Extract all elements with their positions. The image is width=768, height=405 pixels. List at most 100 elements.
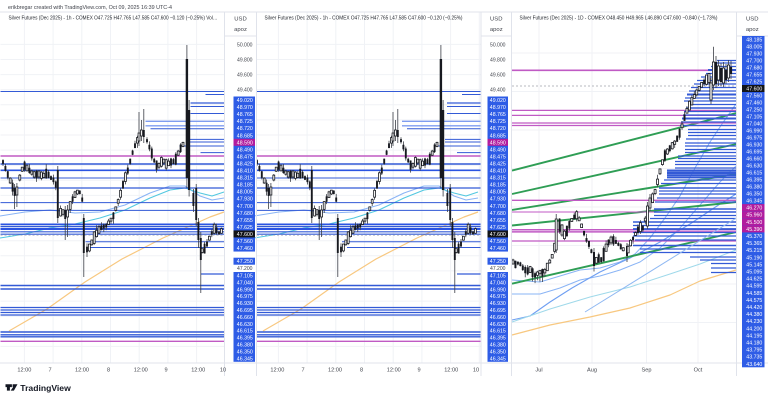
svg-text:48.725: 48.725 (237, 119, 253, 125)
svg-text:48.490: 48.490 (490, 147, 506, 153)
svg-text:44.380: 44.380 (746, 312, 762, 318)
svg-text:48.185: 48.185 (746, 38, 762, 44)
svg-text:47.600: 47.600 (237, 232, 253, 238)
svg-text:46.350: 46.350 (490, 349, 506, 355)
svg-text:46.990: 46.990 (237, 287, 253, 293)
svg-text:47.655: 47.655 (237, 218, 253, 224)
svg-text:44.625: 44.625 (746, 277, 762, 283)
svg-text:46.930: 46.930 (746, 143, 762, 149)
svg-text:50.000: 50.000 (237, 42, 253, 48)
svg-text:49.600: 49.600 (237, 73, 253, 79)
svg-text:Silver Futures (Dec 2025) - 1h: Silver Futures (Dec 2025) - 1h - COMEX O… (265, 16, 463, 22)
svg-text:46.695: 46.695 (490, 308, 506, 314)
svg-text:46.695: 46.695 (237, 308, 253, 314)
svg-text:12:00: 12:00 (387, 367, 401, 373)
svg-text:46.975: 46.975 (490, 294, 506, 300)
svg-text:47.460: 47.460 (746, 101, 762, 107)
svg-text:47.700: 47.700 (490, 204, 506, 210)
svg-text:47.655: 47.655 (490, 218, 506, 224)
svg-text:49.800: 49.800 (490, 58, 506, 64)
svg-text:48.725: 48.725 (490, 119, 506, 125)
svg-text:45.960: 45.960 (746, 213, 762, 219)
svg-text:47.655: 47.655 (746, 73, 762, 79)
svg-text:48.720: 48.720 (237, 126, 253, 132)
svg-text:49.800: 49.800 (237, 58, 253, 64)
svg-text:46.660: 46.660 (237, 315, 253, 321)
svg-text:48.970: 48.970 (237, 105, 253, 111)
svg-text:46.345: 46.345 (237, 356, 253, 362)
svg-text:Silver Futures (Dec 2025) - 1h: Silver Futures (Dec 2025) - 1h - COMEX O… (9, 16, 218, 22)
svg-text:47.700: 47.700 (746, 59, 762, 65)
svg-text:47.560: 47.560 (237, 239, 253, 245)
svg-text:48.685: 48.685 (490, 133, 506, 139)
svg-text:45.390: 45.390 (746, 227, 762, 233)
svg-text:12:00: 12:00 (17, 367, 31, 373)
svg-text:47.680: 47.680 (746, 66, 762, 72)
svg-text:46.395: 46.395 (746, 178, 762, 184)
svg-text:47.040: 47.040 (746, 122, 762, 128)
svg-text:Silver Futures (Dec 2025) - 1D: Silver Futures (Dec 2025) - 1D - COMEX O… (520, 16, 718, 22)
svg-text:46.615: 46.615 (490, 329, 506, 335)
svg-text:48.315: 48.315 (237, 176, 253, 182)
svg-text:48.590: 48.590 (490, 140, 506, 146)
svg-text:45.190: 45.190 (746, 255, 762, 261)
svg-text:47.625: 47.625 (237, 225, 253, 231)
svg-text:48.410: 48.410 (237, 169, 253, 175)
svg-text:12:00: 12:00 (444, 367, 458, 373)
svg-text:47.105: 47.105 (237, 274, 253, 280)
svg-text:47.460: 47.460 (237, 246, 253, 252)
svg-text:47.625: 47.625 (490, 225, 506, 231)
svg-text:48.720: 48.720 (490, 126, 506, 132)
svg-text:apoz: apoz (234, 27, 247, 33)
svg-text:10: 10 (220, 367, 226, 373)
svg-text:48.475: 48.475 (490, 154, 506, 160)
svg-text:Jul: Jul (535, 367, 542, 373)
svg-text:USD: USD (746, 17, 758, 23)
svg-text:46.660: 46.660 (746, 157, 762, 163)
svg-text:44.585: 44.585 (746, 291, 762, 297)
svg-text:47.560: 47.560 (490, 239, 506, 245)
svg-text:47.200: 47.200 (490, 266, 506, 272)
svg-text:48.185: 48.185 (237, 183, 253, 189)
svg-text:45.095: 45.095 (746, 270, 762, 276)
svg-text:8: 8 (107, 367, 110, 373)
svg-text:8: 8 (360, 367, 363, 373)
svg-text:44.195: 44.195 (746, 333, 762, 339)
svg-text:47.200: 47.200 (237, 266, 253, 272)
svg-text:12:00: 12:00 (270, 367, 284, 373)
svg-text:46.615: 46.615 (237, 329, 253, 335)
svg-text:47.625: 47.625 (746, 80, 762, 86)
svg-text:apoz: apoz (490, 27, 503, 33)
svg-text:48.410: 48.410 (490, 169, 506, 175)
svg-text:48.590: 48.590 (237, 140, 253, 146)
svg-text:46.630: 46.630 (237, 322, 253, 328)
svg-text:49.020: 49.020 (490, 98, 506, 104)
svg-text:47.460: 47.460 (490, 246, 506, 252)
svg-text:47.680: 47.680 (237, 211, 253, 217)
svg-text:46.380: 46.380 (746, 185, 762, 191)
svg-text:44.230: 44.230 (746, 319, 762, 325)
svg-text:12:00: 12:00 (328, 367, 342, 373)
svg-text:44.575: 44.575 (746, 298, 762, 304)
svg-text:43.735: 43.735 (746, 355, 762, 361)
svg-text:46.350: 46.350 (237, 349, 253, 355)
svg-text:47.930: 47.930 (746, 52, 762, 58)
svg-text:47.680: 47.680 (490, 211, 506, 217)
svg-text:47.040: 47.040 (237, 280, 253, 286)
svg-text:47.930: 47.930 (237, 197, 253, 203)
svg-text:45.370: 45.370 (746, 234, 762, 240)
svg-text:45.215: 45.215 (746, 248, 762, 254)
svg-text:TradingView: TradingView (20, 384, 71, 393)
svg-text:48.185: 48.185 (490, 183, 506, 189)
svg-text:46.695: 46.695 (746, 150, 762, 156)
svg-text:46.990: 46.990 (746, 129, 762, 135)
svg-text:Aug: Aug (587, 367, 597, 373)
svg-text:46.380: 46.380 (490, 343, 506, 349)
svg-text:apoz: apoz (746, 27, 759, 33)
svg-text:48.765: 48.765 (490, 112, 506, 118)
svg-text:49.400: 49.400 (490, 88, 506, 94)
svg-text:48.475: 48.475 (237, 154, 253, 160)
svg-text:48.005: 48.005 (746, 45, 762, 51)
svg-text:46.615: 46.615 (746, 171, 762, 177)
svg-text:47.600: 47.600 (490, 232, 506, 238)
